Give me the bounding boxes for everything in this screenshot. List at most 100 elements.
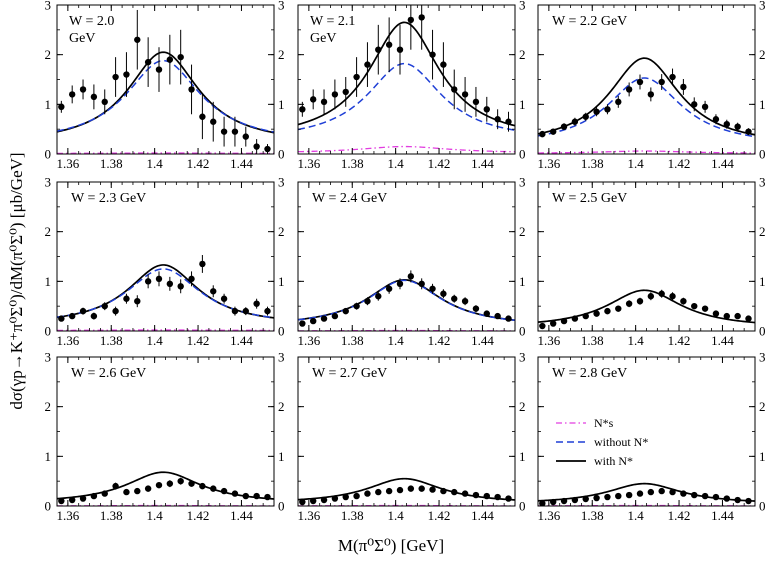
x-tick-label: 1.4 bbox=[388, 508, 405, 523]
data-point bbox=[560, 497, 568, 505]
panel-label: W = 2.5 GeV bbox=[552, 191, 627, 206]
data-point bbox=[494, 493, 501, 501]
data-point bbox=[253, 492, 260, 500]
y-tick-label-right: 2 bbox=[519, 399, 526, 414]
curve-withn bbox=[298, 21, 515, 127]
y-tick-label-right: 2 bbox=[278, 47, 285, 62]
y-tick-label-right: 1 bbox=[519, 274, 526, 289]
panel-label: W = 2.4 GeV bbox=[312, 191, 387, 206]
x-tick-label: 1.42 bbox=[428, 333, 451, 348]
data-point bbox=[701, 305, 709, 312]
data-point bbox=[385, 487, 393, 495]
data-point bbox=[79, 495, 87, 502]
y-tick-label-right: 1 bbox=[519, 449, 526, 464]
legend-label: with N* bbox=[594, 454, 633, 468]
data-point bbox=[723, 495, 730, 502]
legend-label: N*s bbox=[594, 416, 614, 430]
panel-curves bbox=[538, 57, 755, 154]
data-point bbox=[264, 493, 271, 501]
y-tick-label-right: 0 bbox=[278, 499, 285, 514]
data-point bbox=[396, 280, 404, 288]
y-tick-label: 0 bbox=[45, 499, 52, 514]
data-point bbox=[560, 317, 568, 325]
data-point bbox=[396, 486, 404, 494]
x-tick-label: 1.42 bbox=[187, 333, 210, 348]
x-tick-label: 1.38 bbox=[341, 508, 364, 523]
x-tick-label: 1.4 bbox=[628, 156, 645, 171]
y-tick-label-right: 1 bbox=[278, 449, 285, 464]
x-tick-label: 1.38 bbox=[100, 156, 123, 171]
data-point bbox=[625, 491, 633, 499]
data-point bbox=[320, 496, 328, 504]
data-point bbox=[220, 128, 228, 135]
data-point bbox=[418, 280, 425, 288]
data-point bbox=[177, 53, 184, 61]
data-point bbox=[745, 497, 752, 505]
data-point bbox=[451, 488, 458, 496]
x-tick-label: 1.44 bbox=[711, 508, 734, 523]
data-point bbox=[199, 113, 206, 120]
y-tick-label-right: 0 bbox=[519, 147, 526, 162]
data-point bbox=[58, 103, 65, 111]
data-point bbox=[299, 320, 306, 327]
y-tick-label: 1 bbox=[45, 274, 52, 289]
panel-data-points bbox=[539, 289, 752, 330]
y-tick-label: 3 bbox=[45, 350, 52, 365]
data-point bbox=[79, 86, 87, 93]
panel-label: W = 2.0 bbox=[69, 14, 114, 29]
panel-curves bbox=[298, 21, 515, 153]
x-tick-label: 1.38 bbox=[581, 508, 604, 523]
y-tick-label-right: 2 bbox=[759, 224, 766, 239]
y-tick-label-right: 2 bbox=[519, 224, 526, 239]
y-tick-label: 0 bbox=[45, 147, 52, 162]
data-point bbox=[134, 298, 141, 305]
panel-curves bbox=[57, 51, 274, 154]
x-tick-label: 1.44 bbox=[471, 333, 494, 348]
y-tick-label-right: 1 bbox=[759, 449, 766, 464]
y-tick-label: 1 bbox=[45, 97, 52, 112]
data-point bbox=[593, 108, 600, 115]
y-axis-label: dσ(γp→K⁺π⁰Σ⁰)/dM(π⁰Σ⁰) [μb/GeV] bbox=[7, 152, 26, 409]
x-axis-label: M(π⁰Σ⁰) [GeV] bbox=[338, 536, 444, 555]
panel-label: GeV bbox=[69, 31, 95, 46]
x-tick-label: 1.36 bbox=[537, 508, 560, 523]
data-point bbox=[320, 98, 328, 106]
data-point bbox=[625, 86, 633, 93]
x-tick-label: 1.42 bbox=[668, 333, 691, 348]
y-tick-label-right: 2 bbox=[759, 47, 766, 62]
y-tick-label: 2 bbox=[45, 47, 52, 62]
curve-withn bbox=[57, 471, 274, 500]
data-point bbox=[385, 41, 393, 48]
x-tick-label: 1.4 bbox=[388, 333, 405, 348]
y-tick-label-right: 2 bbox=[278, 399, 285, 414]
y-tick-label: 3 bbox=[45, 0, 52, 13]
y-tick-label-right: 2 bbox=[278, 224, 285, 239]
data-point bbox=[604, 493, 611, 501]
data-point bbox=[155, 275, 163, 283]
data-point bbox=[90, 312, 98, 320]
y-tick-label-right: 3 bbox=[278, 0, 285, 13]
data-point bbox=[701, 103, 709, 111]
data-point bbox=[68, 312, 76, 320]
data-point bbox=[571, 315, 579, 322]
panel-label: W = 2.2 GeV bbox=[552, 14, 627, 29]
data-point bbox=[593, 310, 600, 317]
data-point bbox=[505, 118, 512, 125]
data-point bbox=[264, 307, 271, 315]
data-point bbox=[615, 492, 622, 500]
panel-2: 1.36 1.38 1.4 1.42 1.44 0 1 2 3 W = 2.1 GeV bbox=[297, 0, 525, 171]
data-point bbox=[353, 73, 360, 81]
data-point bbox=[745, 315, 752, 322]
y-tick-label-right: 2 bbox=[759, 399, 766, 414]
data-point bbox=[440, 61, 447, 68]
panel-data-points bbox=[58, 477, 271, 505]
data-point bbox=[539, 130, 546, 138]
data-point bbox=[342, 493, 349, 501]
data-point bbox=[177, 477, 184, 485]
data-point bbox=[199, 482, 206, 490]
data-point bbox=[253, 300, 260, 307]
data-point bbox=[745, 128, 752, 135]
data-point bbox=[231, 490, 239, 497]
curve-ns bbox=[298, 145, 515, 153]
data-point bbox=[680, 83, 687, 91]
